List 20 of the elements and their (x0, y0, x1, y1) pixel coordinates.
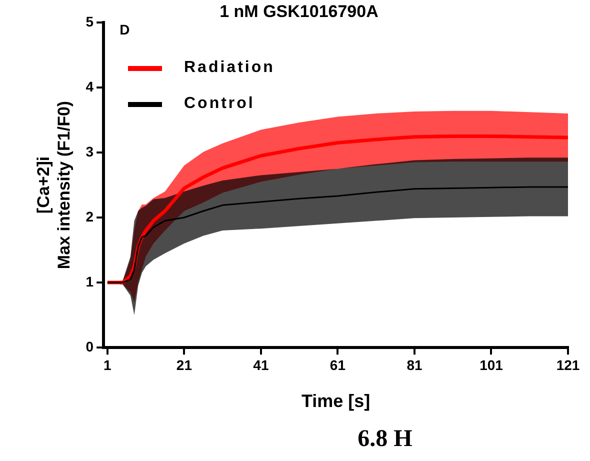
legend-label: Control (184, 95, 255, 113)
x-tick-label: 21 (176, 356, 192, 373)
chart-title: 1 nM GSK1016790A (220, 2, 378, 21)
y-tick-label: 1 (86, 273, 94, 290)
y-tick-label: 5 (86, 13, 94, 30)
x-tick-label: 41 (253, 356, 269, 373)
x-tick-label: 1 (104, 356, 112, 373)
y-tick-label: 0 (86, 338, 94, 354)
annotation: D (120, 21, 130, 38)
text: 6.8 H (358, 426, 413, 452)
x-axis-title: Time [s] (301, 391, 370, 412)
x-tick-label: 81 (406, 356, 422, 373)
x-tick-label: 121 (556, 356, 580, 373)
y-tick-label: 4 (86, 78, 94, 94)
y-tick-label: 3 (86, 143, 94, 160)
x-tick-label: 61 (330, 356, 346, 373)
y-tick-label: 2 (86, 208, 94, 224)
y-axis-title: [Ca+2]i Max intensity (F1/F0) (34, 100, 74, 270)
legend-label: Radiation (184, 59, 275, 77)
x-tick-label: 101 (480, 356, 504, 373)
